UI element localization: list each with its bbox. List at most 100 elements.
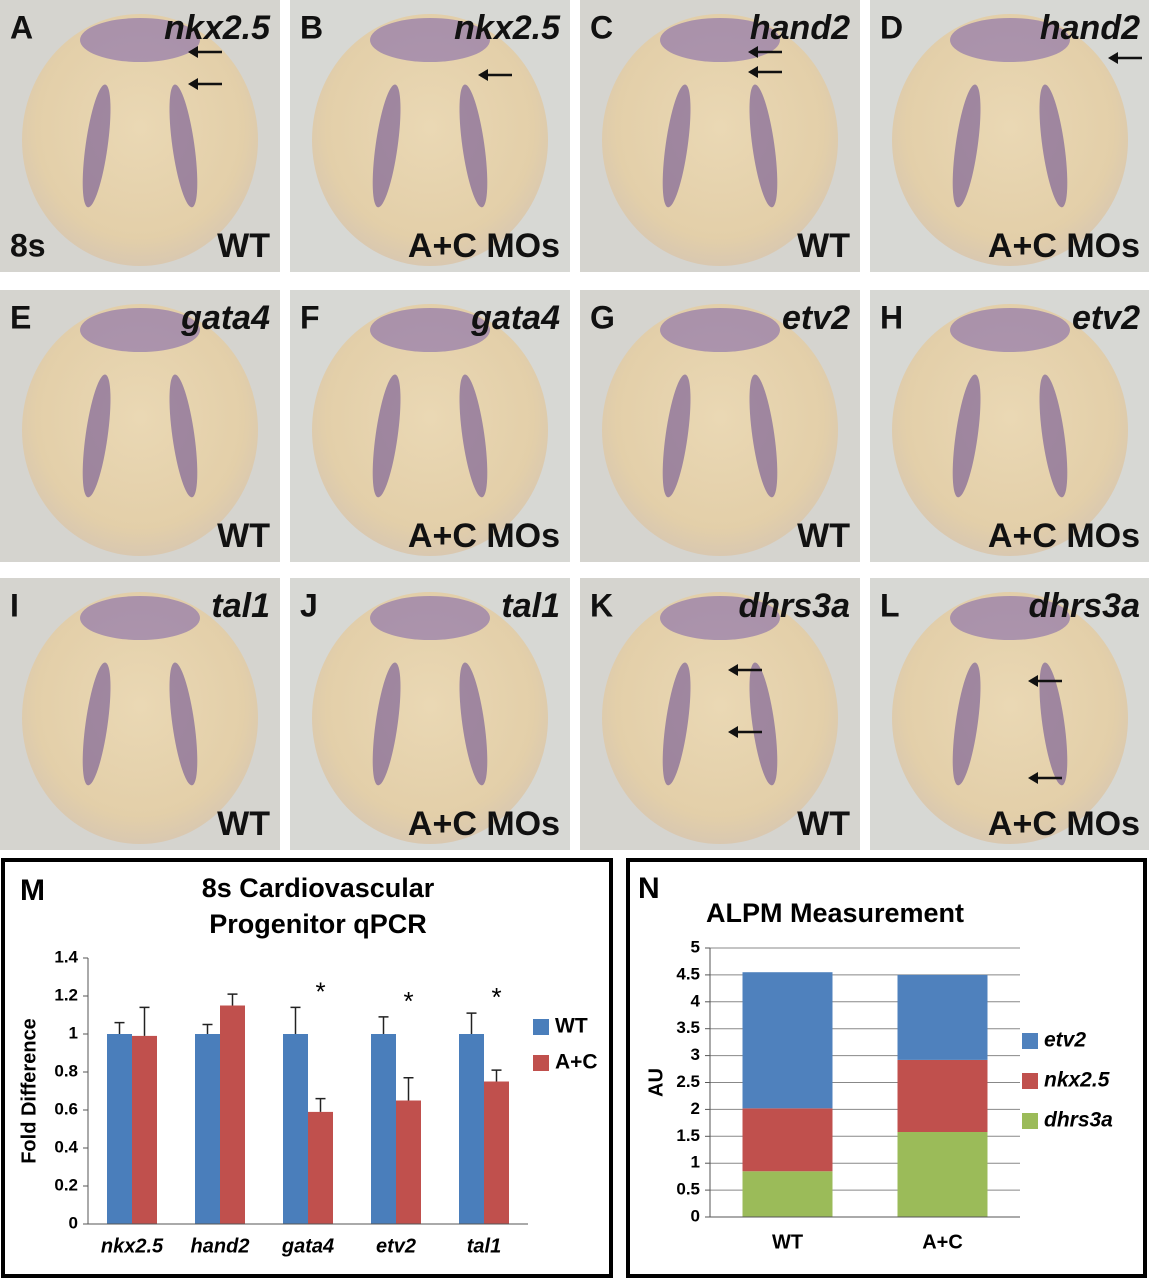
panel-letter: G: [590, 299, 615, 335]
significance-mark: *: [315, 976, 325, 1006]
legend-swatch: [533, 1055, 549, 1071]
gene-label: tal1: [501, 587, 560, 625]
gene-label: dhrs3a: [1029, 587, 1141, 625]
x-tick-label: WT: [772, 1231, 803, 1253]
legend-swatch: [1022, 1073, 1038, 1089]
y-tick-label: 1: [69, 1023, 78, 1042]
legend-label: dhrs3a: [1044, 1109, 1113, 1132]
stain-stripe: [662, 84, 691, 208]
arrow-head: [478, 69, 488, 81]
y-tick-label: 1: [691, 1153, 700, 1172]
stain-stripe: [82, 84, 111, 208]
condition-label: WT: [217, 805, 270, 843]
gene-label: tal1: [211, 587, 270, 625]
y-tick-label: 0.8: [54, 1061, 78, 1080]
bar: [195, 1034, 220, 1224]
gene-label: nkx2.5: [164, 9, 271, 47]
panel-letter: N: [638, 872, 660, 905]
stain-head: [660, 596, 780, 640]
panel-letter: D: [880, 9, 903, 45]
stain-stripe: [1039, 84, 1068, 208]
arrow-head: [188, 78, 198, 90]
stain-stripe: [749, 374, 778, 498]
stain-stripe: [952, 84, 981, 208]
gene-label: etv2: [782, 299, 850, 337]
stain-stripe: [1039, 374, 1068, 498]
x-tick-label: gata4: [281, 1235, 334, 1257]
stain-head: [80, 308, 200, 352]
legend-label: nkx2.5: [1044, 1069, 1110, 1092]
error-bar: [114, 1021, 125, 1034]
error-bar: [315, 1097, 326, 1112]
stain-stripe: [372, 662, 401, 786]
error-bar: [378, 1016, 389, 1034]
condition-label: A+C MOs: [988, 227, 1140, 265]
error-bar: [202, 1023, 213, 1034]
embryo: [22, 14, 258, 266]
stain-stripe: [169, 374, 198, 498]
y-tick-label: 1.5: [676, 1126, 700, 1145]
panel-letter: I: [10, 587, 19, 623]
stain-head: [80, 596, 200, 640]
y-tick-label: 0.5: [676, 1180, 700, 1199]
embryo: [602, 592, 838, 844]
y-tick-label: 3.5: [676, 1018, 700, 1037]
panel-letter: M: [20, 874, 45, 907]
gene-label: etv2: [1072, 299, 1140, 337]
y-tick-label: 0.6: [54, 1099, 78, 1118]
panel-letter: J: [300, 587, 318, 623]
y-tick-label: 2: [691, 1099, 700, 1118]
condition-label: WT: [797, 805, 850, 843]
embryo: [602, 14, 838, 266]
panel-letter: H: [880, 299, 903, 335]
y-tick-label: 1.2: [54, 985, 78, 1004]
stain-head: [80, 18, 200, 62]
legend-label: etv2: [1044, 1029, 1086, 1052]
condition-label: A+C MOs: [408, 805, 560, 843]
panel-n-frame: [626, 858, 1147, 1278]
stain-stripe: [169, 662, 198, 786]
stain-stripe: [662, 662, 691, 786]
chart-title: ALPM Measurement: [706, 898, 964, 928]
panel-letter: F: [300, 299, 320, 335]
bar: [132, 1035, 157, 1224]
y-tick-label: 1.4: [54, 947, 78, 966]
gene-label: hand2: [1040, 9, 1140, 47]
condition-label: WT: [217, 227, 270, 265]
y-tick-label: 3: [691, 1045, 700, 1064]
x-tick-label: tal1: [467, 1235, 501, 1257]
stain-stripe: [749, 84, 778, 208]
embryo: [892, 14, 1128, 266]
gene-label: nkx2.5: [454, 9, 561, 47]
arrow-head: [188, 46, 198, 58]
stain-head: [950, 18, 1070, 62]
stain-stripe: [372, 374, 401, 498]
stain-stripe: [1039, 662, 1068, 786]
panel-letter: E: [10, 299, 31, 335]
condition-label: WT: [217, 517, 270, 555]
panel-letter: L: [880, 587, 900, 623]
stain-head: [370, 308, 490, 352]
embryo: [312, 14, 548, 266]
stain-stripe: [459, 374, 488, 498]
embryo: [22, 304, 258, 556]
embryo: [892, 304, 1128, 556]
y-tick-label: 0: [691, 1206, 700, 1225]
legend-label: WT: [555, 1015, 588, 1038]
legend-label: A+C: [555, 1051, 598, 1074]
legend-swatch: [1022, 1113, 1038, 1129]
significance-mark: *: [403, 986, 413, 1016]
gene-label: dhrs3a: [739, 587, 851, 625]
significance-mark: *: [491, 982, 501, 1012]
panel-letter: B: [300, 9, 323, 45]
arrow-head: [1028, 772, 1038, 784]
stain-head: [370, 18, 490, 62]
y-tick-label: 0: [69, 1213, 78, 1232]
stain-stripe: [952, 374, 981, 498]
